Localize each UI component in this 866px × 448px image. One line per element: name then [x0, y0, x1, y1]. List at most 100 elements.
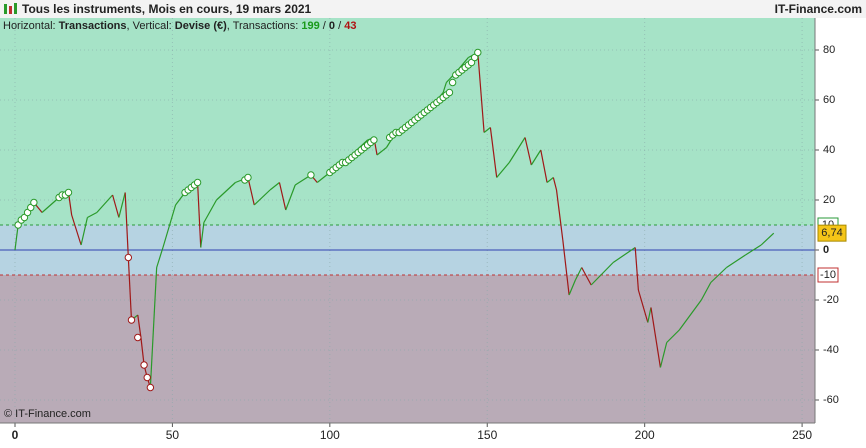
- subtitle-part: /: [335, 20, 344, 32]
- trade-marker: [134, 333, 142, 342]
- x-tick-label: 150: [477, 428, 497, 442]
- equity-segment: [112, 194, 120, 218]
- last-value-box: [817, 224, 847, 242]
- trade-marker: [193, 178, 202, 187]
- equity-segment: [71, 214, 82, 246]
- equity-segment: [253, 189, 271, 206]
- equity-segment: [96, 194, 114, 213]
- equity-segment: [196, 182, 202, 248]
- equity-segment: [700, 282, 712, 301]
- equity-segment: [203, 199, 218, 223]
- equity-segment: [760, 232, 775, 246]
- equity-segment: [489, 127, 498, 178]
- x-tick-label: 0: [12, 428, 19, 442]
- equity-segment: [477, 52, 485, 133]
- subtitle-part: /: [320, 20, 329, 32]
- equity-segment: [87, 211, 98, 219]
- equity-segment: [745, 244, 762, 256]
- trade-marker: [124, 253, 133, 262]
- last-value-label: 6,74: [821, 227, 842, 239]
- trade-marker: [448, 78, 457, 87]
- equity-segment: [530, 149, 542, 166]
- subtitle-part: Devise (€): [175, 20, 227, 32]
- threshold-label-box: [817, 267, 839, 283]
- equity-segment: [118, 192, 126, 218]
- brand: IT-Finance.com: [775, 2, 862, 16]
- equity-segment: [149, 267, 158, 388]
- y-tick-label: 60: [823, 94, 835, 106]
- equity-segment: [216, 182, 236, 201]
- subtitle-part: 0: [329, 20, 335, 32]
- subtitle-part: 43: [344, 20, 356, 32]
- equity-segment: [137, 314, 142, 338]
- equity-segment: [124, 192, 129, 258]
- equity-segment: [200, 222, 205, 248]
- trade-marker: [445, 88, 454, 97]
- equity-segment: [659, 342, 668, 368]
- trade-marker: [64, 188, 73, 197]
- equity-segment: [496, 162, 510, 178]
- subtitle-part: 199: [301, 20, 319, 32]
- trade-marker: [30, 198, 38, 207]
- equity-segment: [285, 184, 296, 211]
- equity-segment: [14, 224, 19, 251]
- y-tick-label: 80: [823, 44, 835, 56]
- equity-segment: [562, 239, 570, 296]
- trade-marker: [244, 173, 252, 182]
- equity-segment: [483, 127, 491, 133]
- x-tick-label: 250: [792, 428, 812, 442]
- equity-segment: [376, 147, 387, 156]
- trade-marker: [140, 361, 148, 369]
- y-tick-label: 20: [823, 194, 835, 206]
- equity-segment: [637, 289, 649, 323]
- trade-marker: [370, 136, 378, 144]
- equity-segment: [634, 247, 639, 291]
- equity-segment: [156, 247, 164, 268]
- chart-title: Tous les instruments, Mois en cours, 19 …: [22, 2, 312, 16]
- trade-marker: [143, 373, 151, 382]
- equity-segment: [524, 137, 532, 166]
- equity-segment: [666, 329, 680, 343]
- y-tick-label: 0: [823, 244, 829, 256]
- y-tick-label: -60: [823, 394, 839, 406]
- equity-segment: [162, 204, 177, 248]
- equity-segment: [247, 177, 255, 206]
- equity-segment: [678, 299, 702, 331]
- trade-marker: [474, 48, 482, 57]
- threshold-label: -10: [820, 269, 836, 281]
- subtitle-part: Horizontal:: [3, 20, 59, 32]
- equity-segment: [552, 177, 558, 191]
- x-tick-label: 200: [635, 428, 655, 442]
- equity-segment: [612, 247, 636, 263]
- x-tick-label: 50: [166, 428, 180, 442]
- equity-segment: [574, 267, 583, 281]
- equity-segment: [540, 149, 548, 183]
- subtitle-part: , Transactions:: [227, 20, 302, 32]
- equity-segment: [442, 82, 447, 93]
- logo: [4, 3, 17, 14]
- equity-segment: [710, 267, 727, 283]
- header-bar: [0, 0, 866, 18]
- equity-segment: [568, 279, 576, 296]
- x-tick-label: 100: [320, 428, 340, 442]
- equity-segment: [269, 182, 280, 191]
- y-tick-label: -40: [823, 344, 839, 356]
- trade-marker: [127, 316, 136, 324]
- equity-segment: [67, 192, 73, 216]
- equity-segment: [546, 177, 554, 183]
- equity-segment: [80, 217, 88, 246]
- equity-segment: [650, 307, 662, 368]
- equity-segment: [140, 337, 145, 366]
- equity-segment: [555, 189, 564, 241]
- watermark: © IT-Finance.com: [4, 408, 91, 420]
- y-tick-label: 40: [823, 144, 835, 156]
- subtitle: Horizontal: Transactions, Vertical: Devi…: [3, 20, 356, 32]
- lower-band: [0, 275, 815, 423]
- equity-segment: [581, 267, 592, 286]
- trade-marker: [307, 171, 315, 179]
- subtitle-part: Transactions: [59, 20, 127, 32]
- trade-marker: [146, 383, 155, 392]
- equity-segment: [127, 257, 133, 321]
- subtitle-part: , Vertical:: [127, 20, 175, 32]
